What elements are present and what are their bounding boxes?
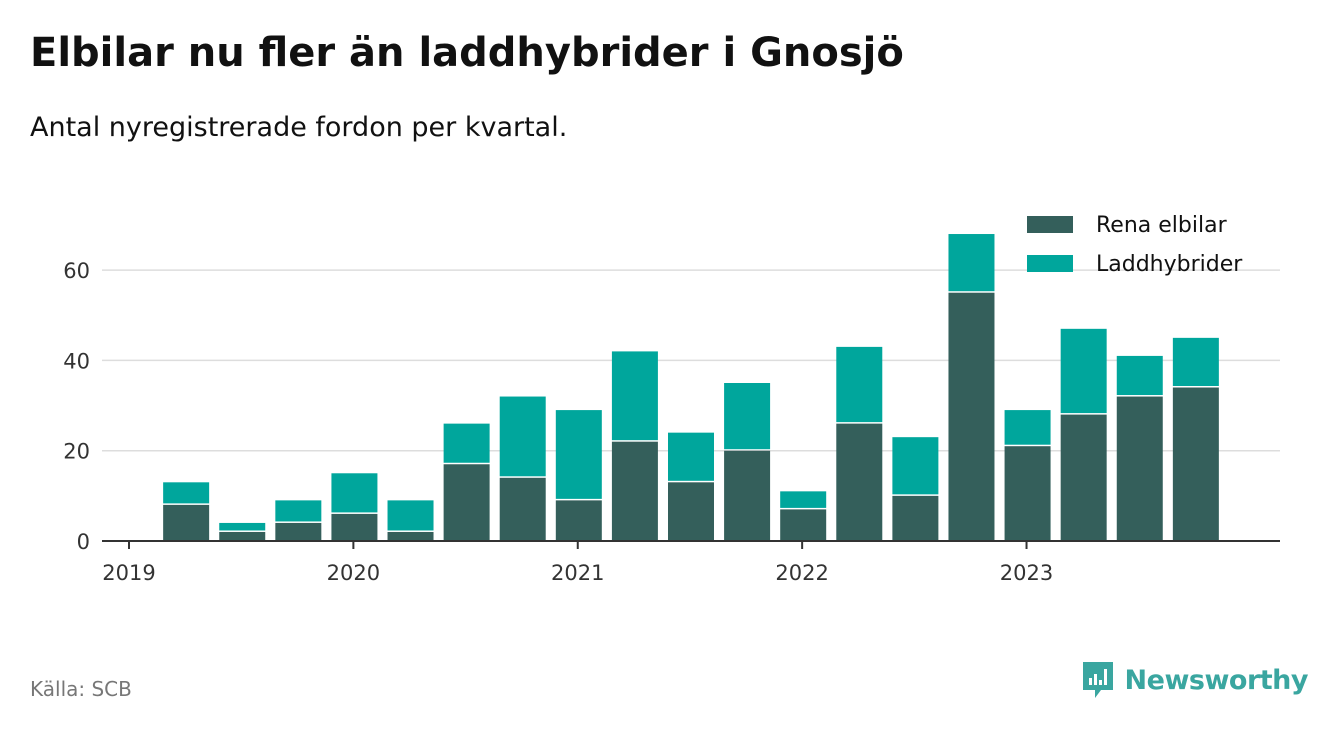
bar-rena-elbilar xyxy=(948,292,995,541)
y-tick-label: 40 xyxy=(63,349,90,373)
bar-rena-elbilar xyxy=(555,500,602,541)
bar-rena-elbilar xyxy=(1004,446,1051,541)
bar-rena-elbilar xyxy=(668,482,714,541)
bar-rena-elbilar xyxy=(275,522,322,541)
bar-laddhybrider xyxy=(331,473,378,513)
bar-laddhybrider xyxy=(1116,355,1163,396)
x-tick-label: 2020 xyxy=(327,561,380,585)
bar-laddhybrider xyxy=(163,482,210,504)
bar-rena-elbilar xyxy=(219,531,266,541)
x-tick-label: 2021 xyxy=(551,561,604,585)
chart-title: Elbilar nu fler än laddhybrider i Gnosjö xyxy=(30,30,904,76)
bars xyxy=(163,234,1219,541)
bar-laddhybrider xyxy=(892,437,939,495)
legend-label: Rena elbilar xyxy=(1096,213,1228,238)
legend-label: Laddhybrider xyxy=(1096,252,1243,277)
bar-rena-elbilar xyxy=(331,513,378,541)
y-tick-label: 20 xyxy=(63,440,90,464)
bar-rena-elbilar xyxy=(499,477,546,541)
x-tick-label: 2022 xyxy=(775,561,828,585)
bar-rena-elbilar xyxy=(1172,387,1219,541)
axes: 0 20 40 60 2019 2020 2021 2022 2023 xyxy=(63,259,1280,585)
newsworthy-logo-icon xyxy=(1082,662,1113,698)
bar-laddhybrider xyxy=(443,423,490,463)
bar-rena-elbilar xyxy=(1116,396,1163,541)
bar-rena-elbilar xyxy=(724,450,771,541)
bar-laddhybrider xyxy=(724,383,771,450)
bar-laddhybrider xyxy=(1004,410,1051,445)
bar-rena-elbilar xyxy=(611,441,658,541)
bar-rena-elbilar xyxy=(780,509,827,541)
bar-rena-elbilar xyxy=(892,495,939,541)
legend-swatch xyxy=(1027,216,1073,233)
bar-laddhybrider xyxy=(1060,328,1107,414)
x-tick-label: 2019 xyxy=(102,561,155,585)
bar-laddhybrider xyxy=(1172,337,1219,387)
bar-laddhybrider xyxy=(555,410,602,499)
bar-laddhybrider xyxy=(780,491,827,508)
bar-rena-elbilar xyxy=(1060,414,1107,541)
bar-laddhybrider xyxy=(611,351,658,441)
brand-logo[interactable]: Newsworthy xyxy=(1081,660,1309,700)
chart-subtitle: Antal nyregistrerade fordon per kvartal. xyxy=(30,112,568,143)
bar-rena-elbilar xyxy=(163,504,210,541)
brand-name: Newsworthy xyxy=(1124,664,1309,696)
bar-laddhybrider xyxy=(836,346,883,423)
bar-rena-elbilar xyxy=(387,531,434,541)
x-tick-label: 2023 xyxy=(1000,561,1053,585)
bar-laddhybrider xyxy=(219,522,266,531)
legend: Rena elbilar Laddhybrider xyxy=(1027,213,1243,277)
y-tick-label: 0 xyxy=(77,530,90,554)
bar-laddhybrider xyxy=(387,500,434,531)
bar-laddhybrider xyxy=(275,500,322,522)
bar-rena-elbilar xyxy=(836,423,883,541)
bar-laddhybrider xyxy=(499,396,546,477)
legend-swatch xyxy=(1027,255,1073,272)
bar-rena-elbilar xyxy=(443,464,490,541)
y-tick-label: 60 xyxy=(63,259,90,283)
bar-laddhybrider xyxy=(948,234,995,292)
bar-laddhybrider xyxy=(668,432,714,481)
source-note: Källa: SCB xyxy=(30,677,132,701)
